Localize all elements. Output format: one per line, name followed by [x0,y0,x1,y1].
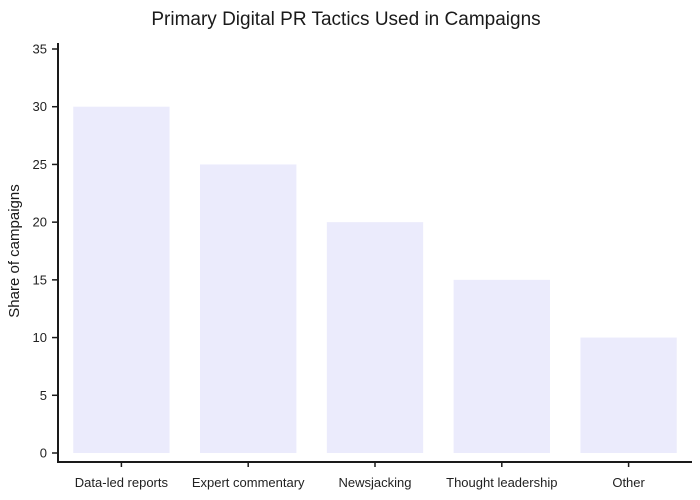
x-tick-label: Newsjacking [339,475,412,490]
bar [580,337,677,453]
bars-group [73,106,677,453]
x-tick-label: Data-led reports [75,475,169,490]
y-tick-label: 20 [33,215,47,230]
x-tick-label: Expert commentary [192,475,305,490]
y-tick-label: 25 [33,157,47,172]
y-tick-label: 15 [33,272,47,287]
y-axis-label: Share of campaigns [6,184,23,317]
x-ticks-group: Data-led reports Expert commentary Newsjac… [75,462,646,490]
bar [200,164,297,453]
bar [326,222,424,453]
y-tick-label: 0 [40,446,47,461]
x-tick-label: Other [612,475,645,490]
chart-title: Primary Digital PR Tactics Used in Campa… [151,9,540,30]
y-tick-label: 30 [33,99,47,114]
y-tick-label: 5 [40,388,47,403]
bar [453,279,550,453]
bar [73,106,170,453]
y-tick-label: 10 [33,330,47,345]
y-tick-label: 35 [33,42,47,57]
y-ticks-group: 0 5 10 15 20 25 30 35 [33,42,58,461]
x-tick-label: Thought leadership [446,475,557,490]
